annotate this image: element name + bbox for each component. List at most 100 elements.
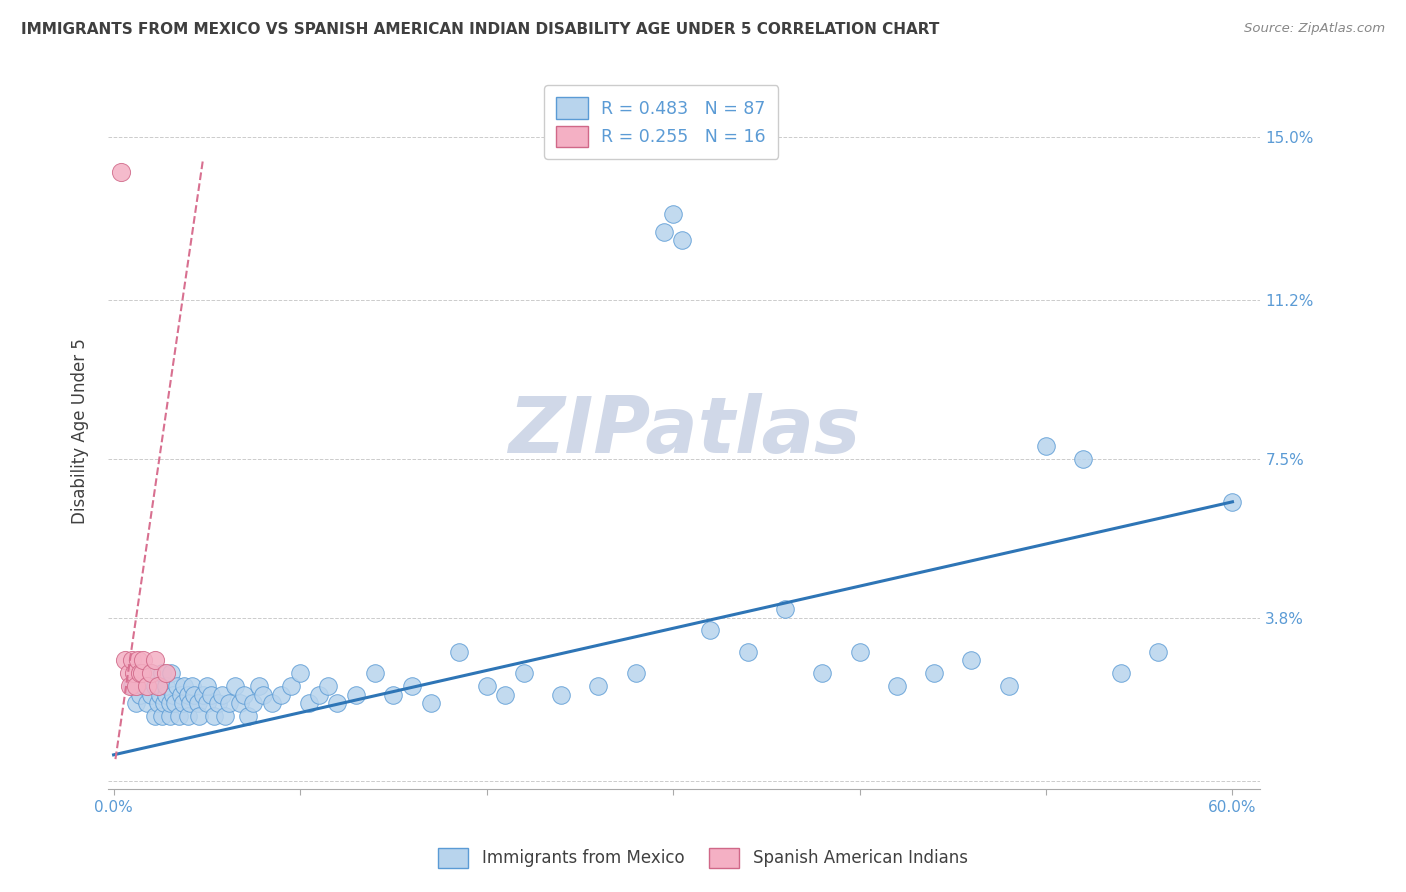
Point — [773, 602, 796, 616]
Point — [218, 697, 240, 711]
Legend: Immigrants from Mexico, Spanish American Indians: Immigrants from Mexico, Spanish American… — [432, 841, 974, 875]
Point — [132, 679, 155, 693]
Point — [165, 697, 187, 711]
Point — [159, 709, 181, 723]
Point — [270, 688, 292, 702]
Point — [513, 666, 536, 681]
Point — [177, 709, 200, 723]
Point — [652, 225, 675, 239]
Text: IMMIGRANTS FROM MEXICO VS SPANISH AMERICAN INDIAN DISABILITY AGE UNDER 5 CORRELA: IMMIGRANTS FROM MEXICO VS SPANISH AMERIC… — [21, 22, 939, 37]
Point — [120, 679, 142, 693]
Point — [160, 666, 183, 681]
Point — [172, 697, 194, 711]
Text: ZIPatlas: ZIPatlas — [508, 393, 860, 469]
Point — [186, 697, 208, 711]
Point — [125, 697, 148, 711]
Point — [143, 653, 166, 667]
Point — [127, 653, 149, 667]
Point — [382, 688, 405, 702]
Point — [1147, 645, 1170, 659]
Point — [922, 666, 945, 681]
Point — [236, 709, 259, 723]
Point — [155, 679, 177, 693]
Point — [179, 697, 201, 711]
Point — [148, 679, 170, 693]
Point — [401, 679, 423, 693]
Point — [288, 666, 311, 681]
Point — [162, 688, 184, 702]
Point — [180, 679, 202, 693]
Point — [166, 679, 188, 693]
Point — [200, 688, 222, 702]
Point — [177, 688, 200, 702]
Point — [125, 679, 148, 693]
Point — [136, 697, 159, 711]
Point — [316, 679, 339, 693]
Point — [128, 666, 150, 681]
Point — [494, 688, 516, 702]
Point — [195, 697, 218, 711]
Point — [252, 688, 274, 702]
Point — [121, 679, 143, 693]
Point — [1035, 439, 1057, 453]
Point — [247, 679, 270, 693]
Point — [848, 645, 870, 659]
Point — [149, 688, 172, 702]
Point — [183, 688, 205, 702]
Point — [326, 697, 349, 711]
Point — [224, 679, 246, 693]
Point — [173, 679, 195, 693]
Point — [155, 688, 177, 702]
Point — [886, 679, 908, 693]
Point — [344, 688, 367, 702]
Point — [699, 624, 721, 638]
Point — [143, 679, 166, 693]
Point — [155, 666, 177, 681]
Point — [136, 679, 159, 693]
Point — [671, 233, 693, 247]
Point — [262, 697, 284, 711]
Point — [308, 688, 330, 702]
Point — [159, 697, 181, 711]
Point — [143, 709, 166, 723]
Point — [202, 709, 225, 723]
Point — [117, 666, 139, 681]
Point — [167, 709, 190, 723]
Point — [1109, 666, 1132, 681]
Y-axis label: Disability Age Under 5: Disability Age Under 5 — [72, 338, 89, 524]
Point — [207, 697, 229, 711]
Point — [447, 645, 470, 659]
Point — [811, 666, 834, 681]
Point — [110, 164, 132, 178]
Point — [214, 709, 236, 723]
Point — [298, 697, 321, 711]
Point — [188, 709, 211, 723]
Point — [139, 666, 162, 681]
Point — [150, 709, 173, 723]
Point — [280, 679, 302, 693]
Point — [419, 697, 441, 711]
Point — [737, 645, 759, 659]
Point — [131, 666, 153, 681]
Point — [363, 666, 385, 681]
Point — [132, 653, 155, 667]
Point — [114, 653, 136, 667]
Point — [624, 666, 647, 681]
Point — [139, 688, 162, 702]
Point — [1071, 452, 1094, 467]
Point — [229, 697, 252, 711]
Point — [588, 679, 610, 693]
Point — [195, 679, 218, 693]
Legend: R = 0.483   N = 87, R = 0.255   N = 16: R = 0.483 N = 87, R = 0.255 N = 16 — [544, 86, 778, 159]
Point — [121, 653, 143, 667]
Point — [153, 697, 176, 711]
Text: Source: ZipAtlas.com: Source: ZipAtlas.com — [1244, 22, 1385, 36]
Point — [233, 688, 256, 702]
Point — [150, 666, 173, 681]
Point — [149, 679, 172, 693]
Point — [191, 688, 214, 702]
Point — [997, 679, 1019, 693]
Point — [960, 653, 983, 667]
Point — [139, 666, 162, 681]
Point — [128, 688, 150, 702]
